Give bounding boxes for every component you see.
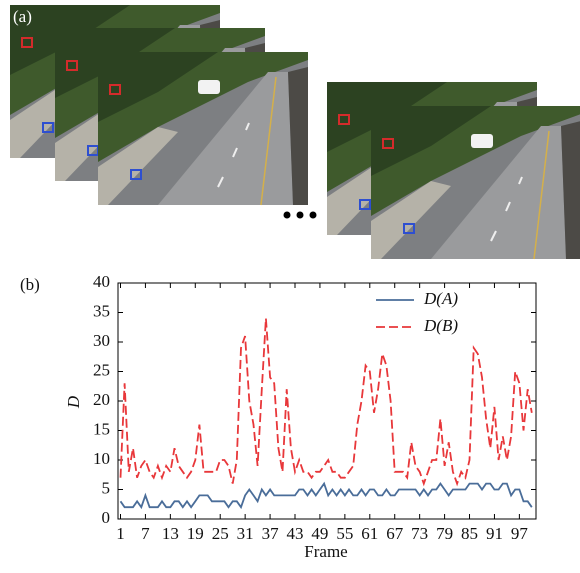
x-tick-label: 55: [336, 524, 353, 543]
panel-label: (a): [13, 7, 32, 26]
y-tick-label: 5: [102, 478, 111, 497]
x-tick-label: 43: [287, 524, 304, 543]
series-line: [119, 318, 533, 487]
x-tick-label: 67: [386, 524, 404, 543]
x-tick-label: 73: [411, 524, 428, 543]
y-tick-label: 35: [93, 301, 110, 320]
ellipsis-dot: [283, 211, 291, 219]
x-tick-label: 19: [187, 524, 204, 543]
x-tick-label: 91: [486, 524, 503, 543]
x-tick-label: 85: [461, 524, 478, 543]
x-tick-label: 1: [116, 524, 125, 543]
x-tick-label: 61: [361, 524, 378, 543]
y-tick-label: 0: [102, 508, 111, 527]
ellipsis-dot: [296, 211, 304, 219]
frame-image: [370, 105, 580, 260]
panel-label: (b): [20, 275, 40, 294]
legend-label: D(A): [423, 289, 458, 308]
x-tick-label: 49: [311, 524, 328, 543]
frame-image: [97, 51, 309, 206]
ellipsis-dot: [309, 211, 317, 219]
legend-label: D(B): [423, 316, 458, 335]
x-tick-label: 25: [212, 524, 229, 543]
x-tick-label: 97: [511, 524, 529, 543]
y-tick-label: 25: [93, 360, 110, 379]
y-tick-label: 30: [93, 331, 110, 350]
y-tick-label: 15: [93, 419, 110, 438]
x-axis-label: Frame: [304, 542, 347, 561]
y-tick-label: 10: [93, 449, 110, 468]
series-line: [119, 481, 533, 510]
x-tick-label: 31: [237, 524, 254, 543]
x-tick-label: 79: [436, 524, 453, 543]
x-tick-label: 13: [162, 524, 179, 543]
x-tick-label: 37: [262, 524, 280, 543]
y-tick-label: 20: [93, 390, 110, 409]
y-axis-label: D: [64, 395, 83, 409]
x-tick-label: 7: [141, 524, 150, 543]
y-tick-label: 40: [93, 272, 110, 291]
